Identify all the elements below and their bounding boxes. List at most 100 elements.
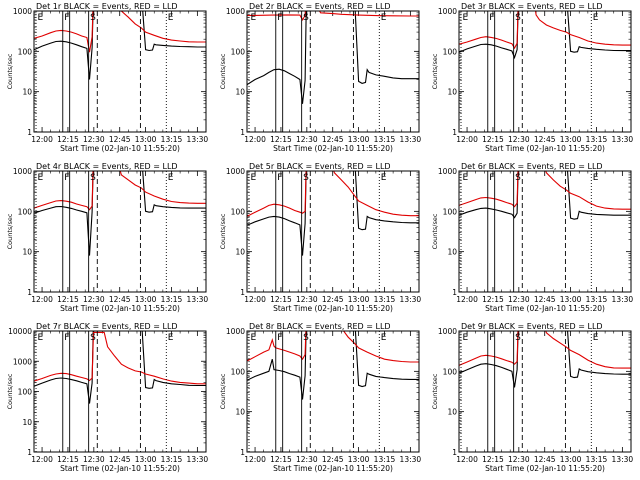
- marker-label: E: [381, 333, 387, 343]
- x-tick-label: 13:00: [348, 295, 370, 304]
- marker-label: F: [64, 333, 69, 343]
- y-tick-label: 1000: [13, 167, 32, 176]
- series-line-lld: [459, 11, 631, 50]
- series-line-events: [34, 11, 206, 80]
- x-tick-label: 13:15: [374, 295, 396, 304]
- marker-label: S: [515, 13, 521, 23]
- series-line-events: [459, 171, 631, 220]
- marker-label: E: [168, 333, 174, 343]
- x-tick-label: 13:30: [612, 455, 634, 464]
- x-tick-label: 12:15: [482, 455, 504, 464]
- series-line-events: [247, 11, 419, 104]
- marker-label: E: [38, 333, 44, 343]
- plot-frame: [458, 330, 632, 453]
- x-tick-label: 12:45: [322, 295, 344, 304]
- x-tick-label: 13:00: [348, 135, 370, 144]
- x-axis-label: Start Time (02-Jan-10 11:55:20): [485, 304, 605, 313]
- detector-panel-5: Det 5r BLACK = Events, RED = LLD Counts/s…: [219, 162, 422, 313]
- y-tick-label: 10: [235, 248, 245, 257]
- x-tick-label: 12:15: [482, 295, 504, 304]
- marker-label: E: [463, 13, 469, 23]
- y-tick-label: 1000: [438, 167, 457, 176]
- marker-label: E: [463, 333, 469, 343]
- x-tick-label: 12:00: [456, 455, 478, 464]
- y-tick-label: 10: [447, 248, 457, 257]
- x-tick-label: 13:15: [586, 135, 608, 144]
- marker-label: F: [277, 173, 282, 183]
- y-tick-label: 1000: [226, 167, 245, 176]
- marker-label: E: [38, 173, 44, 183]
- series-line-events: [34, 171, 206, 256]
- plot-frame: [458, 10, 632, 133]
- x-tick-label: 12:45: [322, 135, 344, 144]
- x-tick-label: 12:15: [270, 135, 292, 144]
- panel-title: Det 5r BLACK = Events, RED = LLD: [249, 162, 391, 171]
- y-tick-label: 1: [27, 128, 32, 137]
- y-tick-label: 100: [443, 207, 458, 216]
- detector-panel-9: Det 9r BLACK = Events, RED = LLD Counts/s…: [431, 322, 634, 473]
- y-tick-label: 1000: [438, 7, 457, 16]
- y-tick-label: 10: [235, 88, 245, 97]
- marker-label: E: [381, 173, 387, 183]
- marker-label: E: [168, 173, 174, 183]
- x-tick-label: 12:45: [534, 455, 556, 464]
- y-axis-label: Counts/sec: [6, 373, 14, 409]
- marker-label: F: [64, 13, 69, 23]
- y-tick-label: 10: [447, 88, 457, 97]
- x-tick-label: 12:30: [83, 135, 105, 144]
- y-tick-label: 100: [231, 47, 246, 56]
- marker-label: F: [64, 173, 69, 183]
- y-tick-label: 100: [443, 367, 458, 376]
- x-axis-label: Start Time (02-Jan-10 11:55:20): [60, 144, 180, 153]
- x-tick-label: 12:00: [31, 295, 53, 304]
- x-tick-label: 12:30: [508, 295, 530, 304]
- detector-panel-3: Det 3r BLACK = Events, RED = LLD Counts/s…: [431, 2, 634, 153]
- x-tick-label: 12:15: [270, 455, 292, 464]
- y-tick-label: 1: [240, 128, 245, 137]
- marker-label: E: [381, 13, 387, 23]
- y-axis-label: Counts/sec: [6, 53, 14, 89]
- y-tick-label: 1000: [13, 7, 32, 16]
- x-tick-label: 13:15: [161, 135, 183, 144]
- plot-frame: [33, 170, 207, 293]
- marker-label: S: [515, 173, 521, 183]
- x-tick-label: 12:00: [244, 295, 266, 304]
- y-tick-label: 100: [18, 47, 33, 56]
- x-tick-label: 13:00: [348, 455, 370, 464]
- x-tick-label: 12:15: [57, 455, 79, 464]
- series-line-lld: [34, 331, 206, 385]
- series-line-lld: [459, 331, 631, 369]
- x-tick-label: 13:30: [400, 455, 422, 464]
- x-axis-label: Start Time (02-Jan-10 11:55:20): [485, 144, 605, 153]
- marker-label: F: [277, 333, 282, 343]
- y-tick-label: 1000: [226, 327, 245, 336]
- x-tick-label: 12:15: [270, 295, 292, 304]
- x-tick-label: 13:30: [612, 135, 634, 144]
- panel-title: Det 9r BLACK = Events, RED = LLD: [461, 322, 603, 331]
- x-tick-label: 12:00: [31, 455, 53, 464]
- y-tick-label: 1000: [226, 7, 245, 16]
- x-tick-label: 12:30: [296, 135, 318, 144]
- marker-label: F: [489, 173, 494, 183]
- x-tick-label: 13:00: [560, 455, 582, 464]
- x-axis-label: Start Time (02-Jan-10 11:55:20): [60, 304, 180, 313]
- series-line-events: [34, 331, 206, 404]
- x-tick-label: 13:30: [187, 135, 209, 144]
- x-axis-label: Start Time (02-Jan-10 11:55:20): [273, 144, 393, 153]
- y-tick-label: 1: [452, 448, 457, 457]
- marker-label: E: [251, 173, 257, 183]
- x-tick-label: 13:15: [161, 295, 183, 304]
- x-tick-label: 13:30: [400, 295, 422, 304]
- x-tick-label: 12:45: [109, 295, 131, 304]
- x-tick-label: 13:00: [560, 135, 582, 144]
- series-line-lld: [34, 11, 206, 53]
- detector-panel-1: Det 1r BLACK = Events, RED = LLD Counts/s…: [6, 2, 209, 153]
- y-axis-label: Counts/sec: [431, 213, 439, 249]
- y-tick-label: 10000: [8, 327, 32, 336]
- y-tick-label: 1: [240, 448, 245, 457]
- panel-title: Det 4r BLACK = Events, RED = LLD: [36, 162, 178, 171]
- x-tick-label: 12:00: [244, 135, 266, 144]
- x-tick-label: 12:45: [109, 135, 131, 144]
- y-tick-label: 1: [240, 288, 245, 297]
